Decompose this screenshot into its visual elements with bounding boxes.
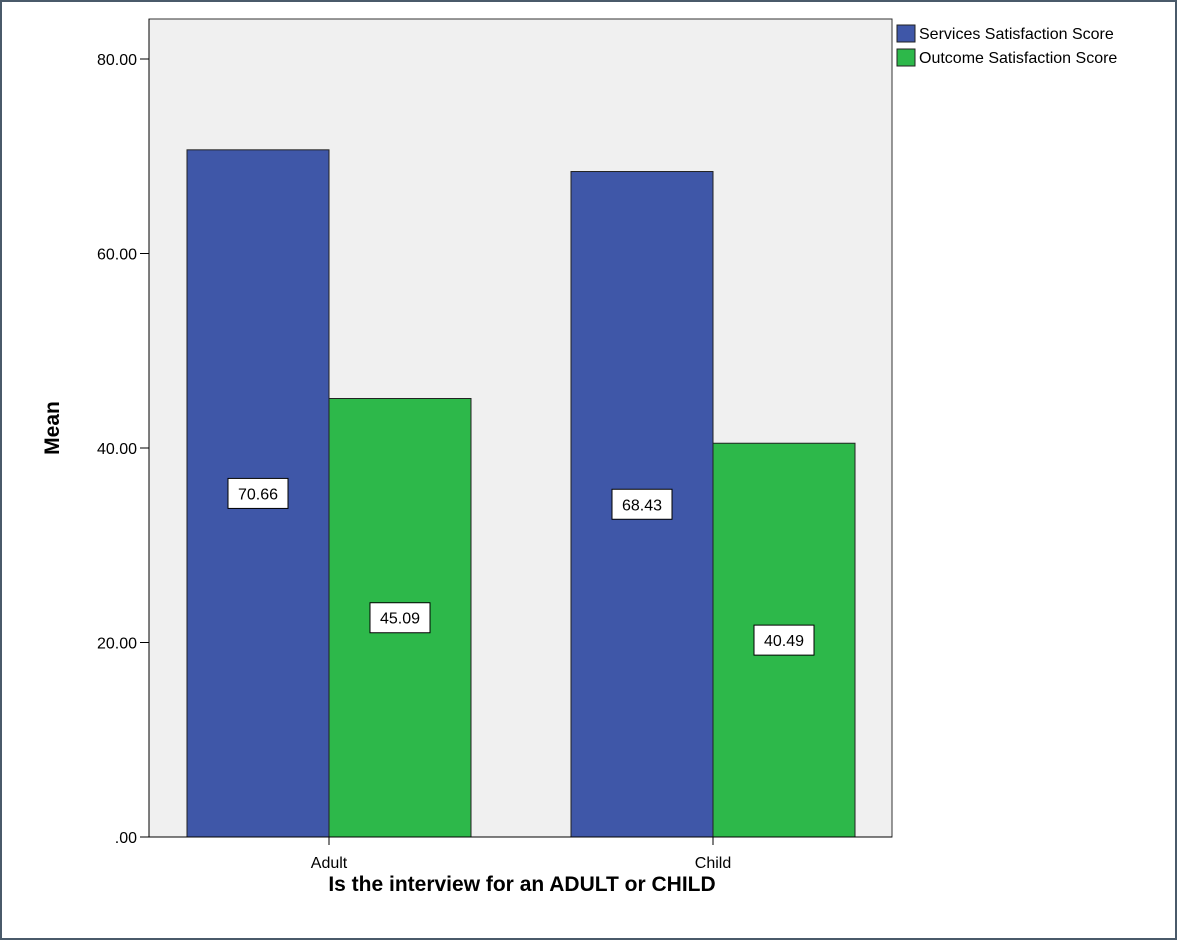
data-label-adult-series-2: 45.09: [369, 602, 431, 634]
data-label-box: [369, 602, 431, 634]
y-axis-ticks: .00 20.00 40.00 60.00 80.00: [97, 52, 149, 847]
data-label-child-series-1: 68.43: [611, 488, 673, 520]
data-label-value: 68.43: [622, 497, 662, 514]
data-label-box: [227, 477, 289, 509]
y-tick-label: 20.00: [97, 636, 137, 653]
data-label-box: [611, 488, 673, 520]
data-label-value: 70.66: [238, 486, 278, 503]
y-tick-label: 80.00: [97, 52, 137, 69]
data-labels-layer: 70.66 68.43 45.09 40.49: [227, 477, 815, 656]
legend: Services Satisfaction Score Outcome Satis…: [896, 24, 1117, 67]
x-tick-label-adult: Adult: [311, 855, 348, 872]
data-label-value: 40.49: [764, 633, 804, 650]
x-axis-title: Is the interview for an ADULT or CHILD: [328, 873, 715, 896]
legend-swatch-series-2: [896, 48, 916, 67]
data-label-adult-series-1: 70.66: [227, 477, 289, 509]
y-tick-label: .00: [115, 830, 137, 847]
data-label-value: 45.09: [380, 611, 420, 628]
y-axis-title: Mean: [41, 401, 64, 455]
y-tick-label: 60.00: [97, 247, 137, 264]
x-axis-ticks: Adult Child: [311, 837, 731, 872]
legend-label-series-1: Services Satisfaction Score: [919, 26, 1114, 43]
legend-swatch-series-1: [896, 24, 916, 43]
legend-label-series-2: Outcome Satisfaction Score: [919, 50, 1117, 67]
data-label-box: [753, 624, 815, 656]
data-label-child-series-2: 40.49: [753, 624, 815, 656]
x-tick-label-child: Child: [695, 855, 731, 872]
y-tick-label: 40.00: [97, 441, 137, 458]
